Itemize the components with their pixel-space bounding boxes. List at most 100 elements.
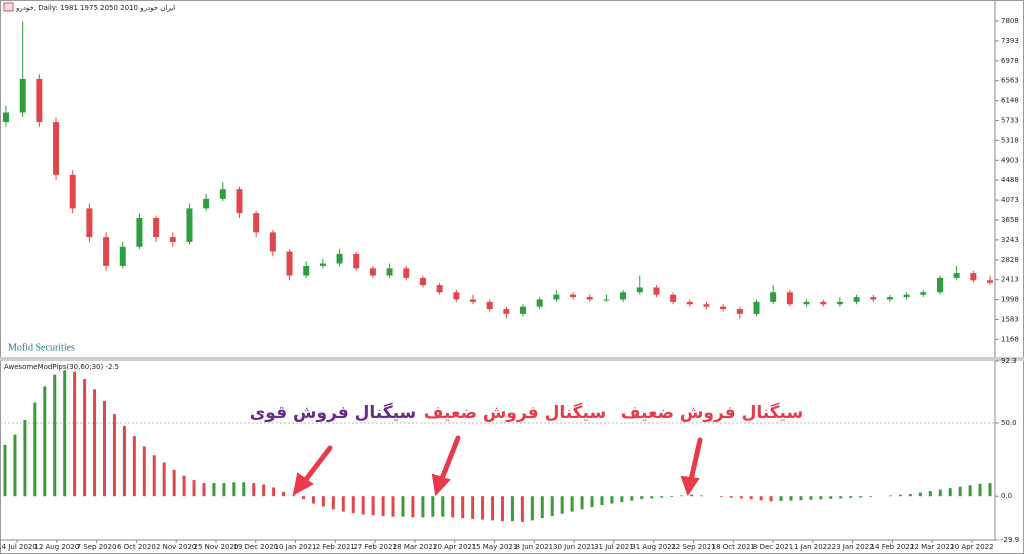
x-tick-label: 20 Apr 2021 <box>433 543 476 551</box>
x-tick-label: 23 Jan 2022 <box>832 543 874 551</box>
candle-body <box>603 299 610 301</box>
candle-body <box>620 292 627 300</box>
y-tick-label: 6978 <box>1001 57 1019 65</box>
candle-body <box>570 294 577 298</box>
x-tick-label: 28 Mar 2021 <box>393 543 437 551</box>
symbol-icon <box>3 2 14 12</box>
x-tick-label: 2 Nov 2020 <box>156 543 196 551</box>
x-tick-label: 14 Feb 2022 <box>871 543 915 551</box>
annotation: سیگنال فروش قوی <box>250 402 417 423</box>
y-tick-label: 5733 <box>1001 117 1019 125</box>
candle-body <box>53 122 60 175</box>
x-tick-label: 25 Nov 2020 <box>194 543 239 551</box>
x-tick-label: 30 Jun 2021 <box>553 543 595 551</box>
candle-body <box>353 253 360 269</box>
arrow <box>438 435 461 484</box>
pane-separator <box>0 357 1024 361</box>
y-tick-label: 2828 <box>1001 256 1019 264</box>
candle-body <box>103 237 110 266</box>
candle-body <box>453 292 460 300</box>
candle-body <box>670 294 677 302</box>
candle-body <box>520 306 527 314</box>
candle-body <box>770 292 777 302</box>
x-tick-label: 7 Sep 2020 <box>77 543 117 551</box>
y-tick-label: 50.0 <box>1001 419 1017 427</box>
arrow-head <box>680 475 700 497</box>
y-tick-label: 5318 <box>1001 136 1019 144</box>
candle-body <box>403 268 410 278</box>
arrow-head <box>292 472 314 496</box>
y-tick-label: 4903 <box>1001 156 1019 164</box>
candle-body <box>720 306 727 310</box>
y-tick-label: 92.3 <box>1001 357 1017 365</box>
candle-body <box>469 299 476 302</box>
candle-body <box>686 301 693 305</box>
y-tick-label: -29.9 <box>1001 536 1019 544</box>
x-tick-label: 31 Jul 2021 <box>594 543 634 551</box>
y-tick-label: 4073 <box>1001 196 1019 204</box>
candle-body <box>203 198 210 209</box>
candle-body <box>369 268 376 276</box>
y-tick-label: 1583 <box>1001 315 1019 323</box>
arrow <box>301 445 333 485</box>
x-tick-label: 8 Dec 2021 <box>753 543 793 551</box>
arrows <box>292 435 703 497</box>
candle-body <box>169 237 176 242</box>
x-tick-label: 31 Aug 2021 <box>631 543 676 551</box>
candle-body <box>69 174 76 209</box>
candle-body <box>536 299 543 307</box>
candle-body <box>153 217 160 238</box>
candle-body <box>936 277 943 293</box>
candle-body <box>86 208 93 238</box>
x-tick-label: 14 Jul 2020 <box>0 543 37 551</box>
candle-body <box>987 280 993 283</box>
x-tick-label: 12 Aug 2020 <box>34 543 79 551</box>
candle-body <box>703 304 710 307</box>
candle-body <box>186 208 193 242</box>
candle-body <box>269 232 276 252</box>
candle-body <box>786 292 793 305</box>
x-tick-label: 15 May 2021 <box>472 543 518 551</box>
candle-body <box>319 263 326 266</box>
candle-body <box>753 301 760 314</box>
candle-body <box>336 253 343 264</box>
candle-body <box>136 217 143 247</box>
y-tick-label: 1998 <box>1001 296 1019 304</box>
candle-body <box>486 301 493 310</box>
y-tick-label: 7808 <box>1001 17 1019 25</box>
candle-body <box>419 277 426 286</box>
x-tick-label: 27 Feb 2021 <box>353 543 397 551</box>
y-tick-label: 3243 <box>1001 236 1019 244</box>
candle-body <box>19 78 26 113</box>
candle-body <box>119 246 126 266</box>
candle-body <box>36 78 43 123</box>
arrow <box>688 437 703 483</box>
candle-body <box>820 301 827 305</box>
x-tick-label: 12 Mar 2022 <box>910 543 954 551</box>
candle-body <box>219 189 226 199</box>
candle-body <box>253 213 260 233</box>
x-tick-label: 18 Oct 2021 <box>712 543 755 551</box>
candle-body <box>803 301 810 305</box>
candle-body <box>870 297 877 300</box>
arrow-head <box>431 473 451 497</box>
candle-body <box>303 265 310 276</box>
x-tick-label: 10 Apr 2022 <box>950 543 993 551</box>
x-tick-label: 2 Feb 2021 <box>316 543 355 551</box>
candle-body <box>553 294 560 300</box>
annotation: سیگنال فروش ضعیف <box>424 402 606 423</box>
y-tick-label: 0.0 <box>1001 492 1012 500</box>
watermark: Mofid Securities <box>8 342 75 353</box>
candle-body <box>853 297 860 302</box>
y-tick-label: 3658 <box>1001 216 1019 224</box>
annotation: سیگنال فروش ضعیف <box>621 402 803 423</box>
x-tick-label: 19 Dec 2020 <box>233 543 278 551</box>
candle-body <box>3 112 9 123</box>
candle-body <box>653 287 660 295</box>
y-tick-label: 4488 <box>1001 176 1019 184</box>
chart-title: خودرو, Daily: 1981 1975 2050 2010 ایران … <box>15 4 175 12</box>
candle-body <box>286 251 293 276</box>
indicator-title: AwesomeModPips(30,60;30) -2.5 <box>4 363 119 371</box>
